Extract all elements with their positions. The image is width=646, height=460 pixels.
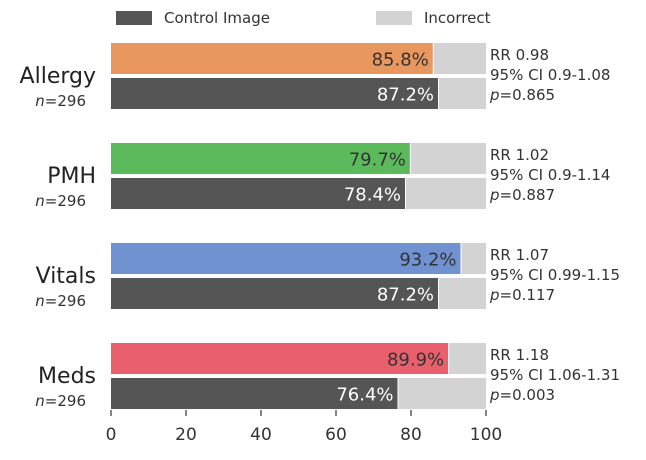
bar-meds-control	[111, 378, 398, 409]
data-label-allergy-control: 87.2%	[377, 85, 434, 106]
bar-allergy-control	[111, 78, 438, 109]
category-n-label-vitals: n=296	[35, 292, 86, 310]
bar-meds-test-incorrect	[449, 343, 486, 374]
bar-vitals-control-incorrect	[439, 278, 486, 309]
legend-label-incorrect: Incorrect	[424, 9, 491, 27]
stats-vitals-2: p=0.117	[489, 286, 555, 304]
bar-pmh-test-incorrect	[410, 143, 486, 174]
x-tick-label-80: 80	[400, 425, 422, 445]
stats-pmh-1: 95% CI 0.9-1.14	[490, 166, 610, 184]
data-label-vitals-control: 87.2%	[377, 285, 434, 306]
bar-allergy-test	[111, 43, 433, 74]
bar-vitals-control	[111, 278, 438, 309]
legend-item-control: Control Image	[116, 8, 270, 28]
bar-meds-control-incorrect	[398, 378, 486, 409]
legend-item-incorrect: Incorrect	[376, 8, 490, 28]
legend-swatch-incorrect	[376, 11, 412, 25]
data-label-pmh-control: 78.4%	[344, 185, 401, 206]
bar-pmh-test	[111, 143, 410, 174]
data-label-vitals-test: 93.2%	[399, 250, 456, 271]
x-tick-label-60: 60	[325, 425, 347, 445]
stats-vitals-0: RR 1.07	[490, 246, 549, 264]
x-tick-label-40: 40	[250, 425, 272, 445]
bar-pmh-control-incorrect	[406, 178, 486, 209]
bar-meds-test	[111, 343, 449, 374]
category-n-label-meds: n=296	[35, 392, 86, 410]
x-tick-label-0: 0	[106, 425, 117, 445]
bar-pmh-control	[111, 178, 405, 209]
stats-allergy-1: 95% CI 0.9-1.08	[490, 66, 610, 84]
category-n-label-pmh: n=296	[35, 192, 86, 210]
category-label-vitals: Vitals	[36, 264, 96, 289]
data-label-pmh-test: 79.7%	[349, 150, 406, 171]
bar-vitals-test-incorrect	[461, 243, 486, 274]
category-n-label-allergy: n=296	[35, 92, 86, 110]
stats-pmh-0: RR 1.02	[490, 146, 549, 164]
bar-vitals-test	[111, 243, 461, 274]
data-label-meds-test: 89.9%	[387, 350, 444, 371]
category-label-pmh: PMH	[47, 164, 96, 189]
stats-meds-0: RR 1.18	[490, 346, 549, 364]
legend-label-control: Control Image	[164, 9, 270, 27]
bar-allergy-test-incorrect	[433, 43, 486, 74]
stats-allergy-0: RR 0.98	[490, 46, 549, 64]
data-label-allergy-test: 85.8%	[372, 50, 429, 71]
x-tick-label-20: 20	[175, 425, 197, 445]
x-tick-label-100: 100	[470, 425, 502, 445]
category-label-meds: Meds	[38, 364, 96, 389]
bar-allergy-control-incorrect	[439, 78, 486, 109]
category-label-allergy: Allergy	[20, 64, 96, 89]
data-label-meds-control: 76.4%	[336, 385, 393, 406]
stats-allergy-2: p=0.865	[489, 86, 555, 104]
stats-pmh-2: p=0.887	[489, 186, 555, 204]
stats-meds-2: p=0.003	[489, 386, 555, 404]
stats-meds-1: 95% CI 1.06-1.31	[490, 366, 620, 384]
legend-swatch-control	[116, 11, 152, 25]
stats-vitals-1: 95% CI 0.99-1.15	[490, 266, 620, 284]
